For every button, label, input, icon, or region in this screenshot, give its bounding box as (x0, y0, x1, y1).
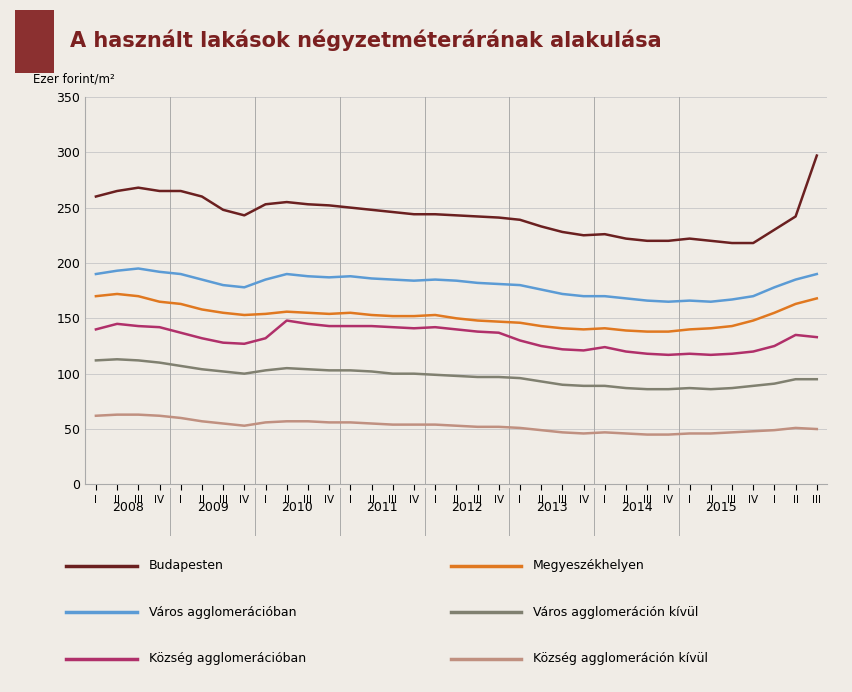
Bar (15, 10, 54, 73)
Text: Megyeszékhelyen: Megyeszékhelyen (532, 559, 644, 572)
Text: 2010: 2010 (281, 501, 313, 513)
Text: Község agglomerációban: Község agglomerációban (148, 653, 305, 666)
Text: Ezer forint/m²: Ezer forint/m² (33, 72, 115, 85)
Text: 2015: 2015 (705, 501, 736, 513)
Text: Község agglomeráción kívül: Község agglomeráción kívül (532, 653, 707, 666)
Text: 2011: 2011 (366, 501, 398, 513)
Text: Város agglomerációban: Város agglomerációban (148, 606, 296, 619)
Text: 2012: 2012 (451, 501, 482, 513)
Text: Budapesten: Budapesten (148, 559, 223, 572)
Text: 2014: 2014 (620, 501, 652, 513)
Text: 2009: 2009 (197, 501, 228, 513)
Text: A használt lakások négyzetméterárának alakulása: A használt lakások négyzetméterárának al… (70, 29, 661, 51)
Text: 2008: 2008 (112, 501, 143, 513)
Text: 2013: 2013 (535, 501, 567, 513)
Text: Város agglomeráción kívül: Város agglomeráción kívül (532, 606, 698, 619)
